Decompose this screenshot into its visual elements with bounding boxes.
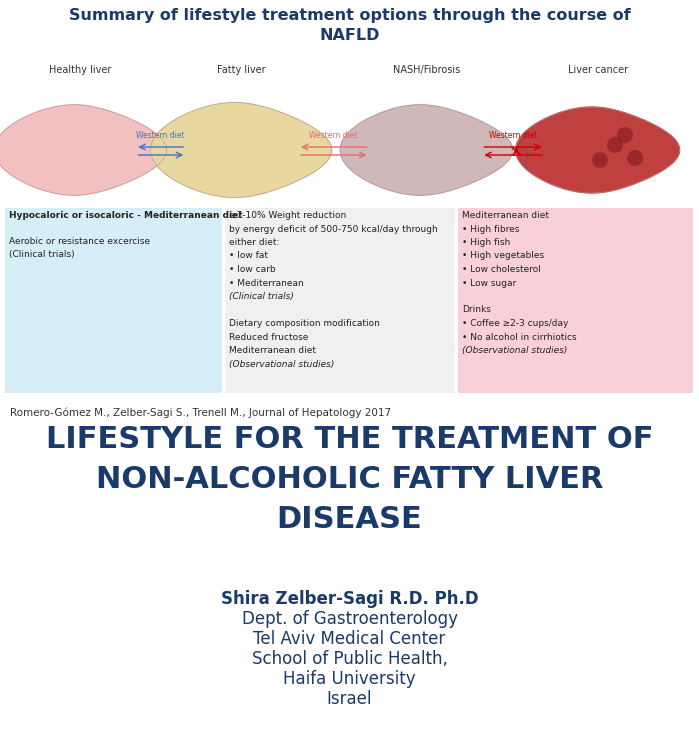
Text: Western diet: Western diet [310, 131, 358, 140]
Text: Hypocaloric or isocaloric - Mediterranean diet: Hypocaloric or isocaloric - Mediterranea… [9, 211, 243, 220]
Text: Healthy liver: Healthy liver [49, 65, 112, 75]
Text: • High vegetables: • High vegetables [462, 252, 544, 261]
Text: LIFESTYLE FOR THE TREATMENT OF: LIFESTYLE FOR THE TREATMENT OF [45, 426, 654, 454]
Text: • Low cholesterol: • Low cholesterol [462, 265, 541, 274]
Text: Western diet: Western diet [136, 131, 185, 140]
Text: DISEASE: DISEASE [277, 506, 422, 534]
Text: • High fish: • High fish [462, 238, 510, 247]
Text: • Low sugar: • Low sugar [462, 278, 517, 288]
Text: Aerobic or resistance excercise
(Clinical trials): Aerobic or resistance excercise (Clinica… [9, 225, 150, 259]
Text: Romero-Gómez M., Zelber-Sagi S., Trenell M., Journal of Hepatology 2017: Romero-Gómez M., Zelber-Sagi S., Trenell… [10, 407, 391, 418]
FancyBboxPatch shape [225, 208, 455, 393]
Text: NASH/Fibrosis: NASH/Fibrosis [393, 65, 460, 75]
Text: Shira Zelber-Sagi R.D. Ph.D: Shira Zelber-Sagi R.D. Ph.D [221, 590, 478, 608]
Text: Dietary composition modification: Dietary composition modification [229, 319, 380, 328]
Text: • low carb: • low carb [229, 265, 275, 274]
Text: Tel Aviv Medical Center: Tel Aviv Medical Center [253, 630, 446, 648]
Text: (Observational studies): (Observational studies) [462, 346, 568, 355]
Text: ≥7-10% Weight reduction: ≥7-10% Weight reduction [229, 211, 346, 220]
Polygon shape [340, 105, 512, 195]
Text: Haifa University: Haifa University [283, 670, 416, 688]
Text: • No alcohol in cirrhiotics: • No alcohol in cirrhiotics [462, 333, 577, 341]
Text: Fatty liver: Fatty liver [217, 65, 266, 75]
Polygon shape [0, 105, 166, 195]
Text: Drinks: Drinks [462, 305, 491, 314]
Text: ?: ? [524, 152, 530, 162]
Text: • Coffee ≥2-3 cups/day: • Coffee ≥2-3 cups/day [462, 319, 568, 328]
FancyBboxPatch shape [458, 208, 693, 393]
Text: (Clinical trials): (Clinical trials) [229, 292, 294, 301]
Polygon shape [516, 107, 679, 193]
Text: X: X [510, 145, 522, 159]
Text: Dept. of Gastroenterology: Dept. of Gastroenterology [241, 610, 458, 628]
Circle shape [607, 137, 623, 153]
Text: (Observational studies): (Observational studies) [229, 360, 334, 368]
Text: Israel: Israel [326, 690, 373, 708]
FancyBboxPatch shape [5, 208, 222, 393]
Text: School of Public Health,: School of Public Health, [252, 650, 447, 668]
Text: Mediterranean diet: Mediterranean diet [462, 211, 549, 220]
Polygon shape [150, 103, 332, 197]
Text: • High fibres: • High fibres [462, 225, 519, 233]
Text: Reduced fructose: Reduced fructose [229, 333, 308, 341]
Text: by energy deficit of 500-750 kcal/day through: by energy deficit of 500-750 kcal/day th… [229, 225, 438, 233]
Text: Western diet: Western diet [489, 131, 538, 140]
Circle shape [627, 150, 643, 166]
Text: • Mediterranean: • Mediterranean [229, 278, 304, 288]
Text: Liver cancer: Liver cancer [568, 65, 628, 75]
Text: either diet:: either diet: [229, 238, 280, 247]
Text: Mediterranean diet: Mediterranean diet [229, 346, 316, 355]
Text: Summary of lifestyle treatment options through the course of
NAFLD: Summary of lifestyle treatment options t… [69, 8, 630, 43]
Circle shape [617, 127, 633, 143]
Text: NON-ALCOHOLIC FATTY LIVER: NON-ALCOHOLIC FATTY LIVER [96, 465, 603, 495]
Text: • low fat: • low fat [229, 252, 268, 261]
Circle shape [592, 152, 608, 168]
